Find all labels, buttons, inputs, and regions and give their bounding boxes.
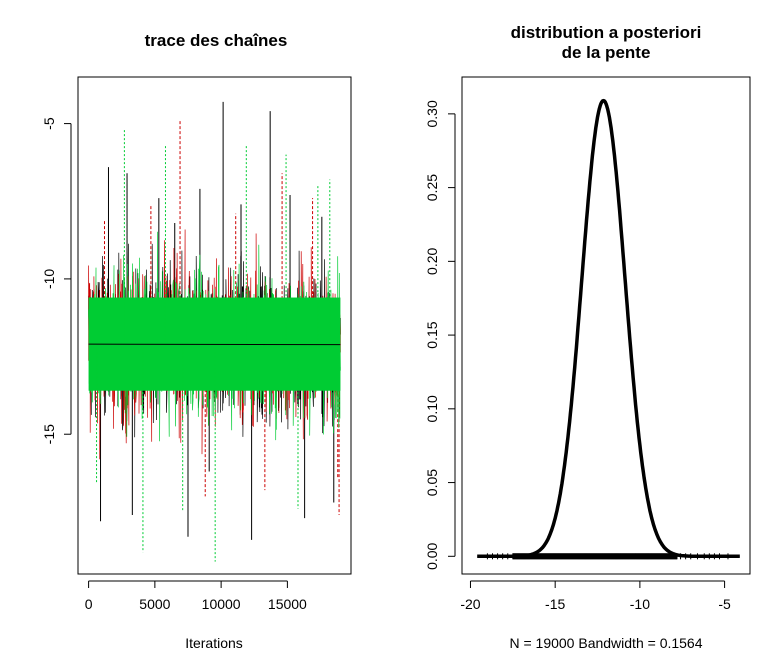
trace-y-tick-label: -10 <box>41 269 57 289</box>
density-y-tick-label: 0.00 <box>424 542 440 569</box>
trace-center-line <box>88 343 341 346</box>
trace-plot: trace des chaînes 0 5000 10000 15000 -5-10-… <box>41 31 352 651</box>
density-y-tick-label: 0.20 <box>424 248 440 275</box>
trace-x-axis-label: Iterations <box>185 635 243 651</box>
trace-plot-title: trace des chaînes <box>145 31 288 50</box>
trace-x-tick-label: 0 <box>85 596 93 612</box>
density-plot-frame <box>461 76 751 575</box>
trace-y-axis: -5 -10 -15 <box>41 117 72 444</box>
density-y-tick-label: 0.05 <box>424 469 440 496</box>
trace-x-tick-label: 10000 <box>202 596 241 612</box>
density-plot: distribution a posteriori de la pente -20… <box>424 23 751 651</box>
trace-plot-frame <box>77 76 352 575</box>
trace-x-tick-label: 5000 <box>139 596 170 612</box>
density-x-tick-label: -5 <box>718 596 731 612</box>
trace-lines <box>88 101 341 562</box>
density-x-tick-label: -10 <box>630 596 650 612</box>
density-rug <box>486 553 729 560</box>
trace-x-axis: 0 5000 10000 15000 <box>85 580 307 612</box>
density-y-tick-label: 0.25 <box>424 174 440 201</box>
density-x-tick-label: -15 <box>545 596 565 612</box>
density-y-tick-label: 0.10 <box>424 395 440 422</box>
density-title-line: de la pente <box>562 43 651 62</box>
density-y-tick-label: 0.30 <box>424 100 440 127</box>
density-title-line: distribution a posteriori <box>511 23 702 42</box>
density-y-axis: 0.00 0.05 0.10 0.15 0.20 0.25 0.30 <box>424 100 456 570</box>
density-x-tick-label: -20 <box>460 596 480 612</box>
density-x-axis-label: N = 19000 Bandwidth = 0.1564 <box>509 635 702 651</box>
density-curve <box>476 98 741 559</box>
density-x-axis: -20 -15 -10 -5 <box>460 580 731 612</box>
trace-y-tick-label: -5 <box>41 117 57 130</box>
trace-y-tick-label: -15 <box>41 424 57 444</box>
density-y-tick-label: 0.15 <box>424 321 440 348</box>
density-plot-title: distribution a posteriori de la pente <box>511 23 702 62</box>
trace-x-tick-label: 15000 <box>268 596 307 612</box>
